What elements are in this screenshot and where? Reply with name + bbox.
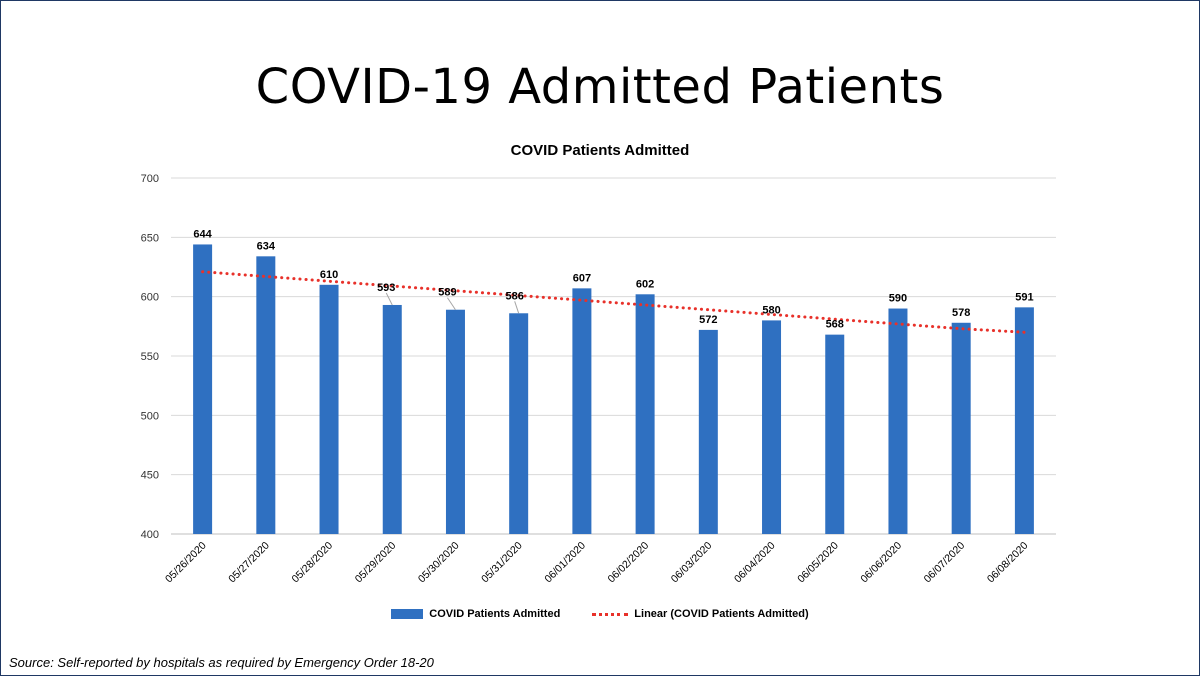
chart: 400 450 500 550 600 650 700 644 634 610 593 589 586… <box>141 173 1056 586</box>
data-label: 644 <box>193 228 212 240</box>
y-tick-label: 450 <box>141 470 159 482</box>
x-tick-label: 06/05/2020 <box>795 540 841 586</box>
bar <box>382 304 402 534</box>
x-tick-label: 05/29/2020 <box>353 540 399 586</box>
data-label: 610 <box>320 269 338 281</box>
y-tick-label: 400 <box>141 529 159 541</box>
grid-lines <box>171 177 1056 535</box>
data-label: 568 <box>826 319 844 331</box>
bars <box>193 244 1034 534</box>
data-label: 634 <box>257 240 276 252</box>
x-tick-label: 05/31/2020 <box>479 540 525 586</box>
data-label: 607 <box>573 272 591 284</box>
legend-item-trend: Linear (COVID Patients Admitted) <box>592 608 809 620</box>
bar <box>825 334 845 534</box>
bar <box>888 308 908 534</box>
bar <box>1014 307 1034 534</box>
chart-title: COVID Patients Admitted <box>510 142 690 159</box>
y-axis-ticks: 400 450 500 550 600 650 700 <box>141 173 159 541</box>
source-note: Source: Self-reported by hospitals as re… <box>9 655 434 670</box>
leader-line <box>385 292 393 306</box>
bar <box>256 256 276 534</box>
x-tick-label: 05/27/2020 <box>226 540 272 586</box>
data-label: 591 <box>1015 291 1033 303</box>
y-tick-label: 600 <box>141 292 159 304</box>
data-label: 586 <box>505 290 523 302</box>
legend-item-bars: COVID Patients Admitted <box>391 608 560 620</box>
leader-line <box>447 297 456 310</box>
leader-lines <box>385 292 520 314</box>
x-tick-label: 06/03/2020 <box>669 540 715 586</box>
leader-line <box>514 301 520 314</box>
bar <box>951 322 971 534</box>
bar <box>762 320 782 534</box>
y-tick-label: 650 <box>141 232 159 244</box>
x-tick-label: 05/26/2020 <box>163 540 209 586</box>
x-tick-label: 05/30/2020 <box>416 540 462 586</box>
x-axis-ticks: 05/26/2020 05/27/2020 05/28/2020 05/29/2020… <box>163 540 1031 586</box>
y-tick-label: 700 <box>141 173 159 185</box>
data-label: 572 <box>699 314 717 326</box>
bar <box>698 329 718 534</box>
bar <box>445 309 465 534</box>
bar <box>572 288 592 534</box>
x-tick-label: 06/06/2020 <box>858 540 904 586</box>
data-label: 580 <box>762 304 780 316</box>
data-label: 602 <box>636 278 654 290</box>
x-tick-label: 06/07/2020 <box>922 540 968 586</box>
bar <box>509 313 529 534</box>
x-tick-label: 06/04/2020 <box>732 540 778 586</box>
data-label: 593 <box>377 282 395 294</box>
legend-label-trend: Linear (COVID Patients Admitted) <box>634 608 809 620</box>
legend-label-bars: COVID Patients Admitted <box>429 608 561 620</box>
legend-swatch-trend <box>592 612 629 616</box>
data-label: 578 <box>952 307 970 319</box>
bar <box>193 244 213 534</box>
y-tick-label: 550 <box>141 351 159 363</box>
legend: COVID Patients Admitted Linear (COVID Pa… <box>1 608 1199 620</box>
data-label: 590 <box>889 293 907 305</box>
data-label: 589 <box>438 287 456 299</box>
data-labels: 644 634 610 593 589 586 607 602 572 580 568 590 578 5… <box>193 228 1033 330</box>
bar <box>635 294 655 534</box>
slide-title: COVID-19 Admitted Patients <box>255 59 945 115</box>
x-tick-label: 06/02/2020 <box>606 540 652 586</box>
x-tick-label: 06/01/2020 <box>542 540 588 586</box>
y-tick-label: 500 <box>141 410 159 422</box>
bar <box>319 284 339 534</box>
x-tick-label: 06/08/2020 <box>985 540 1031 586</box>
x-tick-label: 05/28/2020 <box>290 540 336 586</box>
legend-swatch-bars <box>391 609 424 619</box>
